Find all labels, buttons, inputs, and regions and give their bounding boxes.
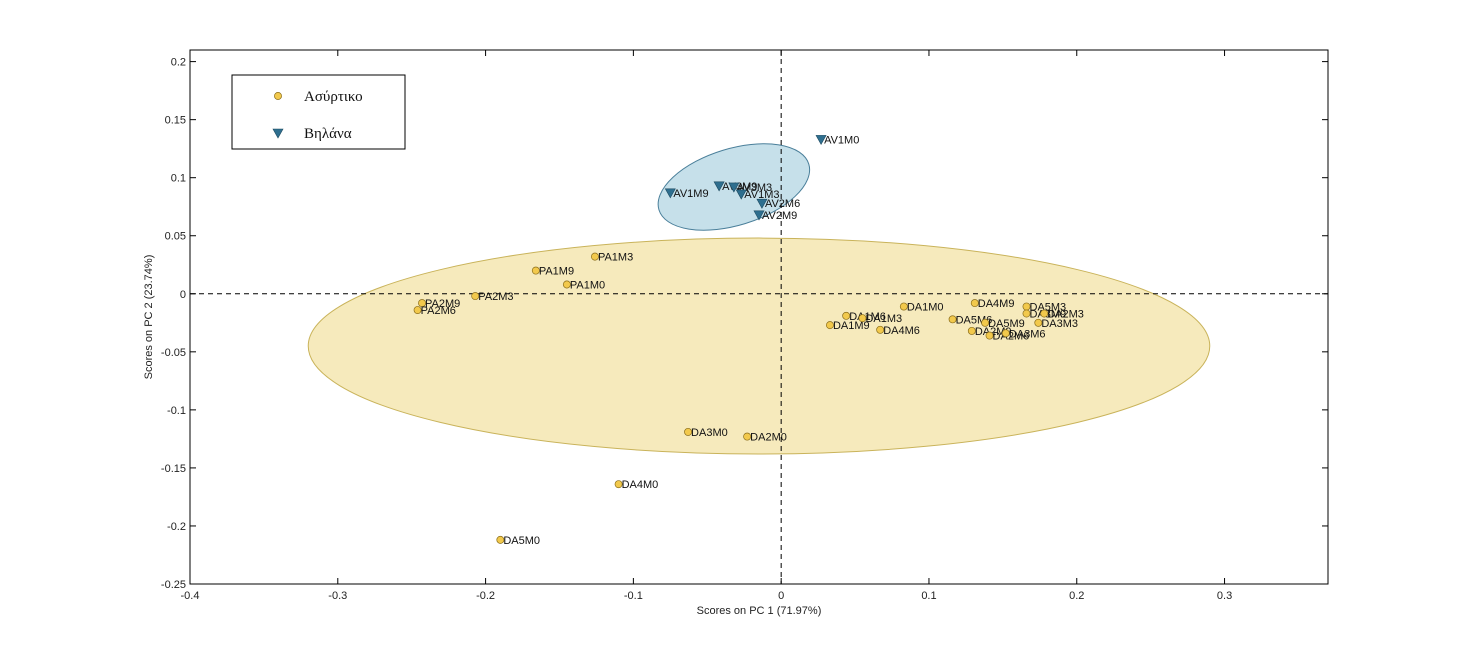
y-tick-label: -0.05 [161, 347, 186, 359]
data-point-label: DA2M6 [993, 331, 1030, 343]
data-point [985, 331, 994, 340]
data-point [756, 198, 768, 209]
data-point-label: DA2M0 [750, 432, 787, 444]
x-axis-label: Scores on PC 1 (71.97%) [697, 605, 822, 617]
data-point [948, 315, 957, 324]
data-point [899, 302, 908, 311]
x-tick-label: 0.1 [921, 590, 936, 602]
data-point-label: DA1M3 [865, 313, 902, 325]
data-point [753, 210, 765, 221]
x-tick-label: 0.2 [1069, 590, 1084, 602]
data-point [815, 135, 827, 146]
data-point-label: DA1M9 [833, 320, 870, 332]
data-point [562, 280, 571, 289]
legend: Ασύρτικο Βηλάνα [231, 74, 406, 150]
data-point [713, 181, 725, 192]
data-point [614, 480, 623, 489]
data-point-label: PA2M6 [421, 305, 456, 317]
data-point [413, 306, 422, 314]
plot-border [189, 49, 1329, 585]
data-point [981, 318, 990, 327]
data-point [1040, 309, 1049, 318]
data-point-label: DA3M0 [691, 427, 728, 439]
data-point-label: AV2M6 [765, 198, 800, 210]
plot-frame [189, 49, 1329, 585]
y-tick-label: 0.05 [165, 231, 186, 243]
data-point-label: DA5M0 [503, 535, 540, 547]
axis-ticks: -0.4 -0.3 -0.2 -0.1 0 0.1 0.2 0.3 -0.25 -0.2 -0.15… [161, 50, 1328, 602]
data-point [876, 325, 885, 334]
data-point-label: PA1M0 [570, 279, 605, 291]
data-point [496, 535, 505, 544]
data-point-label: DA1M6 [849, 311, 886, 323]
data-point-label: DA5M9 [988, 318, 1025, 330]
data-point-label: DA4M9 [978, 298, 1015, 310]
x-tick-label: -0.4 [181, 590, 200, 602]
data-point-label: DA3M3 [1041, 318, 1078, 330]
data-point [728, 182, 740, 193]
x-tick-label: -0.2 [476, 590, 495, 602]
confidence-ellipse-1 [307, 237, 1211, 455]
y-tick-label: 0 [180, 289, 186, 301]
y-tick-label: -0.1 [167, 405, 186, 417]
confidence-ellipses [307, 143, 1211, 455]
y-tick-label: 0.1 [171, 173, 186, 185]
x-tick-label: 0.3 [1217, 590, 1232, 602]
y-tick-label: -0.25 [161, 579, 186, 591]
x-tick-label: -0.1 [624, 590, 643, 602]
data-point [471, 292, 480, 301]
data-point-label: DA5M3 [1030, 302, 1067, 314]
y-tick-label: 0.15 [165, 115, 186, 127]
y-tick-label: -0.2 [167, 521, 186, 533]
data-point [825, 321, 834, 330]
data-point [418, 299, 426, 308]
legend-marker [272, 128, 284, 139]
axis-titles: Scores on PC 1 (71.97%) Scores on PC 2 (… [143, 255, 821, 617]
data-point-label: PA2M9 [425, 298, 460, 310]
legend-entry-label: Ασύρτικο [304, 89, 363, 105]
legend-marker [274, 92, 282, 100]
data-point [1022, 309, 1031, 318]
zero-lines [190, 50, 1328, 584]
legend-box [231, 74, 406, 150]
data-point-label: PA1M3 [598, 252, 633, 264]
data-point [735, 189, 747, 200]
data-point-label: PA2M3 [478, 291, 513, 303]
data-point-label: DA4M0 [622, 479, 659, 491]
data-point [842, 311, 851, 320]
y-tick-label: 0.2 [171, 57, 186, 69]
data-point-label: AV1M3 [744, 189, 779, 201]
data-point-label: DA4M6 [883, 325, 920, 337]
legend-entry-label: Βηλάνα [304, 126, 352, 142]
data-point [967, 326, 976, 335]
data-point-label: AV2M9 [762, 210, 797, 222]
data-point [591, 252, 599, 261]
data-point [664, 188, 676, 199]
x-tick-label: -0.3 [328, 590, 347, 602]
data-point-label: AV1M9 [673, 188, 708, 200]
data-point [1034, 318, 1043, 327]
data-point [1001, 329, 1010, 338]
data-point [858, 314, 867, 323]
data-point [531, 266, 540, 275]
data-point-label: AV1M0 [824, 134, 859, 146]
data-point [970, 299, 979, 308]
data-point-label: PA1M9 [539, 266, 574, 278]
data-point [684, 427, 693, 436]
data-point-label: DA2M3 [1047, 309, 1084, 321]
data-point-label: DA3M6 [1009, 328, 1046, 340]
data-point-label: DA1M0 [907, 302, 944, 314]
x-tick-label: 0 [778, 590, 784, 602]
y-axis-label: Scores on PC 2 (23.74%) [143, 255, 155, 380]
data-point [743, 432, 752, 441]
y-tick-label: -0.15 [161, 463, 186, 475]
